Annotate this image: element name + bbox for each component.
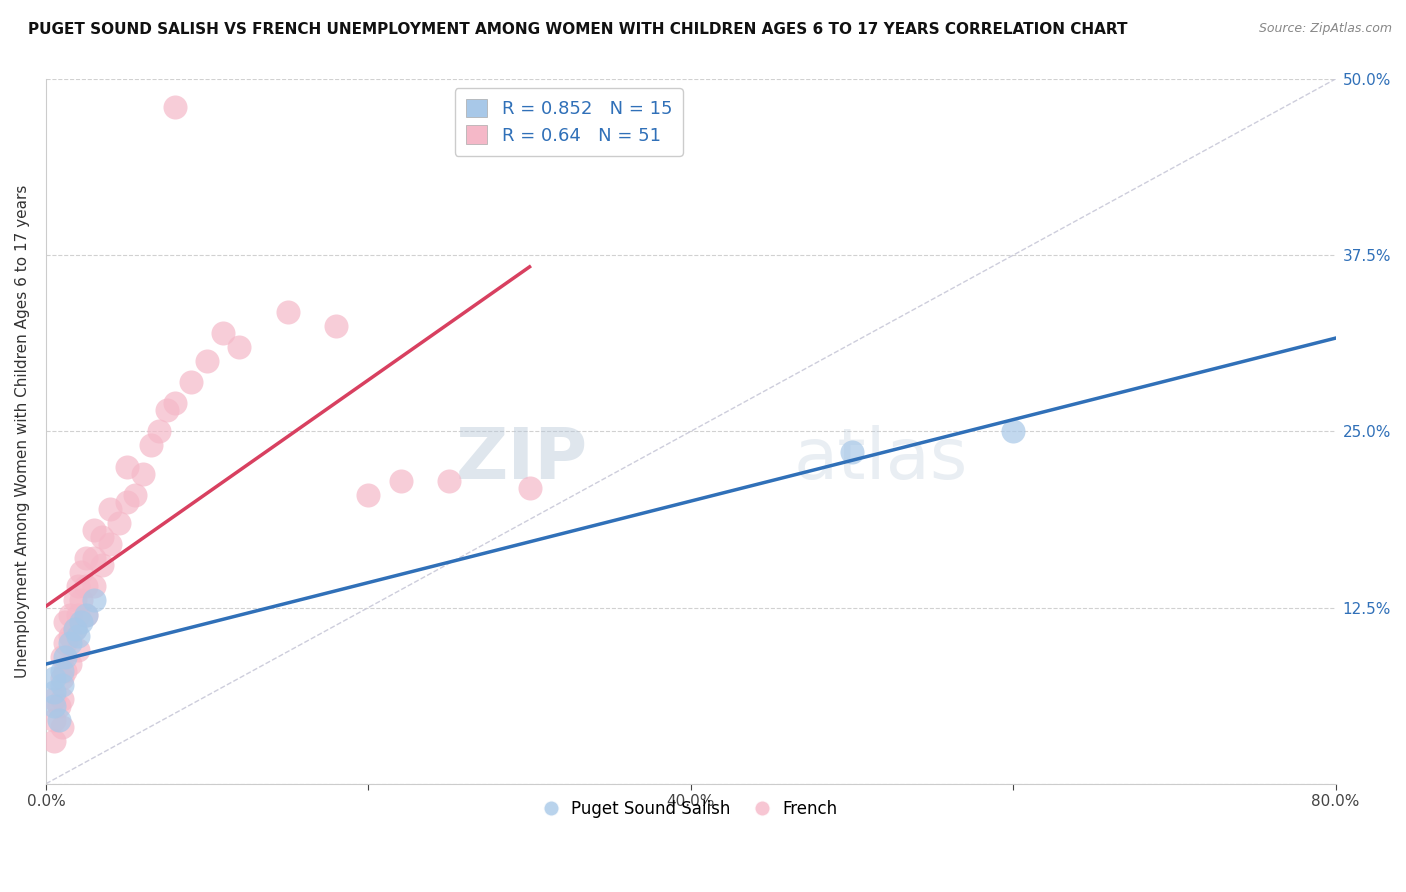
Point xyxy=(180,375,202,389)
Point xyxy=(67,629,90,643)
Point xyxy=(67,607,90,622)
Point xyxy=(357,488,380,502)
Point xyxy=(53,664,76,678)
Point xyxy=(124,488,146,502)
Text: Source: ZipAtlas.com: Source: ZipAtlas.com xyxy=(1258,22,1392,36)
Point xyxy=(115,459,138,474)
Point xyxy=(59,657,82,671)
Point xyxy=(100,501,122,516)
Point xyxy=(42,692,65,706)
Point xyxy=(51,678,73,692)
Point xyxy=(115,495,138,509)
Point xyxy=(277,304,299,318)
Point xyxy=(107,516,129,530)
Point xyxy=(163,396,186,410)
Point xyxy=(48,714,70,728)
Point xyxy=(75,551,97,566)
Text: atlas: atlas xyxy=(794,425,969,494)
Point xyxy=(83,579,105,593)
Point xyxy=(53,636,76,650)
Point xyxy=(42,671,65,685)
Point xyxy=(100,537,122,551)
Point xyxy=(75,607,97,622)
Point xyxy=(59,629,82,643)
Point xyxy=(53,649,76,664)
Point xyxy=(42,685,65,699)
Point xyxy=(59,607,82,622)
Point xyxy=(195,354,218,368)
Point xyxy=(131,467,153,481)
Point xyxy=(83,523,105,537)
Point xyxy=(139,438,162,452)
Point xyxy=(70,566,93,580)
Point xyxy=(841,445,863,459)
Y-axis label: Unemployment Among Women with Children Ages 6 to 17 years: Unemployment Among Women with Children A… xyxy=(15,185,30,678)
Point xyxy=(75,579,97,593)
Text: PUGET SOUND SALISH VS FRENCH UNEMPLOYMENT AMONG WOMEN WITH CHILDREN AGES 6 TO 17: PUGET SOUND SALISH VS FRENCH UNEMPLOYMEN… xyxy=(28,22,1128,37)
Point xyxy=(63,593,86,607)
Point xyxy=(51,664,73,678)
Point xyxy=(51,692,73,706)
Point xyxy=(42,734,65,748)
Point xyxy=(163,100,186,114)
Point xyxy=(42,714,65,728)
Point xyxy=(75,607,97,622)
Point xyxy=(51,720,73,734)
Point xyxy=(63,622,86,636)
Point xyxy=(519,481,541,495)
Legend: Puget Sound Salish, French: Puget Sound Salish, French xyxy=(537,793,844,825)
Point xyxy=(70,615,93,629)
Point xyxy=(1002,425,1025,439)
Point xyxy=(51,649,73,664)
Point xyxy=(156,403,179,417)
Point xyxy=(63,622,86,636)
Point xyxy=(42,699,65,714)
Point xyxy=(83,593,105,607)
Point xyxy=(437,474,460,488)
Point xyxy=(53,615,76,629)
Point xyxy=(67,643,90,657)
Point xyxy=(228,340,250,354)
Point xyxy=(212,326,235,340)
Point xyxy=(48,699,70,714)
Text: ZIP: ZIP xyxy=(456,425,588,494)
Point xyxy=(70,593,93,607)
Point xyxy=(51,671,73,685)
Point xyxy=(148,425,170,439)
Point xyxy=(389,474,412,488)
Point xyxy=(83,551,105,566)
Point xyxy=(91,558,114,573)
Point xyxy=(91,530,114,544)
Point xyxy=(325,318,347,333)
Point xyxy=(59,636,82,650)
Point xyxy=(67,579,90,593)
